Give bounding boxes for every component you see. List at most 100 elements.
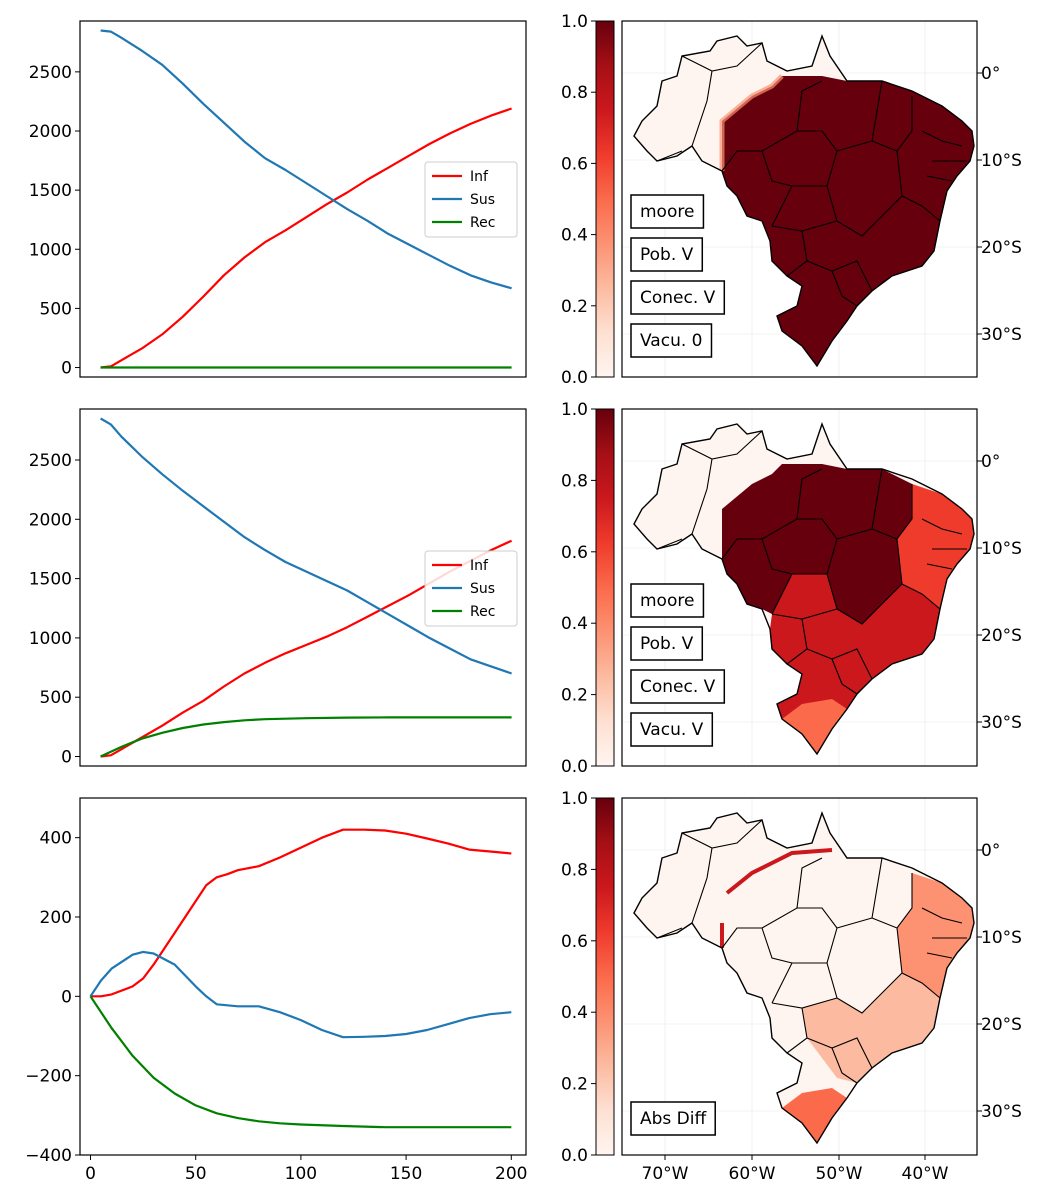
y-tick-label: −400: [25, 1146, 72, 1166]
x-tick-label: 50: [185, 1164, 207, 1184]
lat-tick-label: 30°S: [981, 1102, 1022, 1122]
heat-region-northeast: [897, 484, 974, 609]
colorbar-tick-label: 0.2: [561, 1075, 588, 1095]
colorbar-tick-label: 0.8: [561, 860, 588, 880]
plot-frame: [79, 797, 527, 1156]
lat-tick-label: 20°S: [981, 1015, 1022, 1035]
series-line-rec: [89, 995, 512, 1129]
line-panel-middle: 0 500 1000 1500 2000 2500 Inf Sus Rec: [29, 408, 527, 768]
x-tick-label: 100: [285, 1164, 317, 1184]
y-tick-label: 500: [40, 299, 72, 319]
colorbar-tick-label: 0.0: [561, 757, 588, 777]
legend-box: [424, 550, 518, 627]
y-tick-label: −200: [25, 1067, 72, 1087]
colorbar: [595, 20, 615, 378]
y-tick-label: 2000: [29, 510, 72, 530]
heat-region-high: [722, 76, 974, 366]
y-tick-label: 1500: [29, 570, 72, 590]
legend: Inf Sus Rec: [424, 550, 518, 627]
colorbar-tick-label: 0.4: [561, 226, 588, 246]
colorbar-tick-label: 0.4: [561, 1003, 588, 1023]
legend-label: Inf: [470, 558, 489, 574]
colorbar-tick-label: 0.0: [561, 1146, 588, 1166]
map-label-text: Conec. V: [640, 677, 716, 697]
heat-region-southeast: [802, 973, 940, 1083]
map-label-box: [630, 1101, 716, 1136]
heat-edge: [720, 848, 833, 948]
legend-label: Rec: [470, 604, 495, 620]
y-tick-label: 1000: [29, 629, 72, 649]
y-tick-label: 0: [61, 748, 72, 768]
y-tick-label: 0: [61, 359, 72, 379]
legend-label: Sus: [470, 581, 495, 597]
legend-label: Sus: [470, 192, 495, 208]
colorbar-tick-label: 1.0: [561, 12, 588, 32]
colorbar-tick-label: 0.8: [561, 83, 588, 103]
colorbar-tick-label: 0.2: [561, 297, 588, 317]
y-tick-label: 500: [40, 688, 72, 708]
x-tick-label: 150: [390, 1164, 422, 1184]
lat-tick-label: 30°S: [981, 713, 1022, 733]
colorbar-tick-label: 0.0: [561, 368, 588, 388]
heat-region-northeast: [897, 873, 974, 998]
series-line-inf: [100, 107, 512, 369]
y-tick-label: 2500: [29, 451, 72, 471]
map-frame: [621, 408, 978, 767]
map-label-box: [630, 323, 713, 358]
map-label-box: [630, 280, 726, 315]
map-label-text: Pob. V: [640, 634, 694, 654]
map-label-text: Vacu. V: [640, 720, 704, 740]
map-label-text: Vacu. 0: [640, 331, 702, 351]
map-label-box: [630, 583, 705, 618]
colorbar-tick-label: 0.2: [561, 686, 588, 706]
legend-box: [424, 161, 518, 238]
map-label-box: [630, 194, 705, 229]
legend: Inf Sus Rec: [424, 161, 518, 238]
y-tick-label: 2000: [29, 122, 72, 142]
lat-tick-label: 20°S: [981, 626, 1022, 646]
y-tick-label: 1500: [29, 181, 72, 201]
map-panel-bottom: 0.0 0.2 0.4 0.6 0.8 1.0 0° 10°S 20°S 30°S 70°W 60°W…: [561, 789, 1022, 1184]
map-label-text: moore: [640, 591, 694, 611]
series-line-inf: [90, 828, 512, 998]
lon-tick-label: 70°W: [642, 1164, 689, 1184]
heat-edge: [719, 74, 784, 171]
x-tick-label: 0: [85, 1164, 96, 1184]
map-frame: [621, 20, 978, 378]
lat-tick-label: 30°S: [981, 325, 1022, 345]
heat-region-far-south: [782, 699, 847, 754]
map-label-text: Pob. V: [640, 245, 694, 265]
legend-label: Inf: [470, 169, 489, 185]
line-panel-bottom: −400 −200 0 200 400 0 50 100 150 200: [25, 797, 528, 1184]
series-line-rec: [100, 716, 512, 758]
lat-tick-label: 10°S: [981, 539, 1022, 559]
map-label-box: [630, 669, 726, 704]
map-label-text: Abs Diff: [640, 1109, 707, 1129]
map-label-text: Conec. V: [640, 288, 716, 308]
series-line-sus: [89, 950, 512, 1039]
series-line-sus: [100, 417, 512, 675]
legend-label: Rec: [470, 215, 495, 231]
colorbar-tick-label: 1.0: [561, 789, 588, 809]
colorbar-tick-label: 0.6: [561, 543, 588, 563]
map-panel-top: 0.0 0.2 0.4 0.6 0.8 1.0 0° 10°S 20°S 30°S moore Pob…: [561, 12, 1022, 388]
series-line-sus: [100, 29, 512, 290]
colorbar-tick-label: 1.0: [561, 400, 588, 420]
colorbar: [595, 797, 615, 1156]
lon-tick-label: 50°W: [816, 1164, 863, 1184]
y-tick-label: 200: [40, 908, 72, 928]
map-label-box: [630, 237, 704, 272]
line-panel-top: 0 500 1000 1500 2000 2500 Inf Sus Rec: [29, 20, 527, 379]
colorbar: [595, 408, 615, 767]
y-tick-label: 1000: [29, 240, 72, 260]
colorbar-tick-label: 0.8: [561, 471, 588, 491]
map-label-box: [630, 626, 704, 661]
lon-tick-label: 60°W: [729, 1164, 776, 1184]
lon-tick-label: 40°W: [902, 1164, 949, 1184]
lat-tick-label: 10°S: [981, 151, 1022, 171]
lat-tick-label: 20°S: [981, 238, 1022, 258]
map-label-text: moore: [640, 202, 694, 222]
lat-tick-label: 0°: [981, 841, 1000, 861]
lat-tick-label: 10°S: [981, 928, 1022, 948]
